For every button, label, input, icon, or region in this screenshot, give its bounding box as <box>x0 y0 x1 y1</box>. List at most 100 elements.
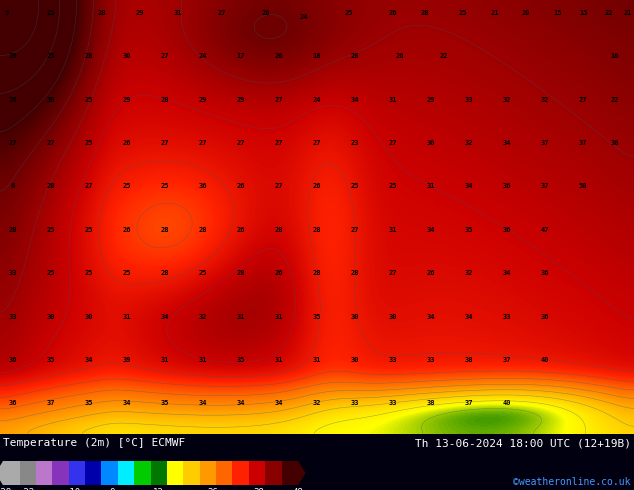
Text: 40: 40 <box>503 400 512 406</box>
Bar <box>52 461 68 486</box>
Text: 34: 34 <box>503 270 512 276</box>
Text: 25: 25 <box>122 183 131 190</box>
Bar <box>200 461 216 486</box>
Text: 27: 27 <box>217 10 226 16</box>
Polygon shape <box>298 461 306 486</box>
Text: 24: 24 <box>198 53 207 59</box>
Text: 36: 36 <box>8 357 17 363</box>
Text: 34: 34 <box>236 400 245 406</box>
Text: 36: 36 <box>503 227 512 233</box>
Text: 25: 25 <box>389 183 398 190</box>
Text: 47: 47 <box>541 227 550 233</box>
Bar <box>118 461 134 486</box>
Text: 30: 30 <box>84 314 93 319</box>
Text: 12: 12 <box>153 488 164 490</box>
Text: 27: 27 <box>8 140 17 146</box>
Text: 31: 31 <box>427 183 436 190</box>
Text: 18: 18 <box>313 53 321 59</box>
Text: ©weatheronline.co.uk: ©weatheronline.co.uk <box>514 477 631 487</box>
Bar <box>101 461 118 486</box>
Text: 37: 37 <box>503 357 512 363</box>
Text: 36: 36 <box>503 183 512 190</box>
Text: 30: 30 <box>122 53 131 59</box>
Text: 36: 36 <box>198 183 207 190</box>
Text: 31: 31 <box>122 314 131 319</box>
Text: 27: 27 <box>389 140 398 146</box>
Text: 32: 32 <box>198 314 207 319</box>
Text: 32: 32 <box>541 97 550 103</box>
Text: 27: 27 <box>351 227 359 233</box>
Text: 21: 21 <box>623 10 632 16</box>
Text: 35: 35 <box>236 357 245 363</box>
Text: 27: 27 <box>236 140 245 146</box>
Bar <box>167 461 183 486</box>
Text: 28: 28 <box>351 53 359 59</box>
Text: 35: 35 <box>84 400 93 406</box>
Text: 9: 9 <box>4 10 8 16</box>
Text: 35: 35 <box>465 227 474 233</box>
Text: 30: 30 <box>351 357 359 363</box>
Text: 58: 58 <box>579 183 588 190</box>
Text: 25: 25 <box>84 227 93 233</box>
Text: 26: 26 <box>8 97 17 103</box>
Bar <box>216 461 233 486</box>
Text: 33: 33 <box>8 270 17 276</box>
Text: 39: 39 <box>122 357 131 363</box>
Text: 25: 25 <box>46 227 55 233</box>
Text: 27: 27 <box>579 97 588 103</box>
Bar <box>183 461 200 486</box>
Text: 31: 31 <box>389 97 398 103</box>
Bar <box>85 461 101 486</box>
Text: 31: 31 <box>275 314 283 319</box>
Text: 33: 33 <box>8 314 17 319</box>
Text: 36: 36 <box>8 400 17 406</box>
Text: 25: 25 <box>351 183 359 190</box>
Text: 24: 24 <box>313 97 321 103</box>
Text: 20: 20 <box>522 10 531 16</box>
Text: 29: 29 <box>427 97 436 103</box>
Text: 33: 33 <box>427 357 436 363</box>
Text: 28: 28 <box>313 270 321 276</box>
Text: 26: 26 <box>427 270 436 276</box>
Text: 25: 25 <box>84 140 93 146</box>
Text: 25: 25 <box>46 53 55 59</box>
Text: 29: 29 <box>122 97 131 103</box>
Text: 26: 26 <box>313 183 321 190</box>
Bar <box>3 461 20 486</box>
Text: 28: 28 <box>198 227 207 233</box>
Text: -22: -22 <box>18 488 34 490</box>
Polygon shape <box>0 461 3 486</box>
Text: 37: 37 <box>46 400 55 406</box>
Text: 31: 31 <box>313 357 321 363</box>
Text: 28: 28 <box>97 10 106 16</box>
Text: 26: 26 <box>8 53 17 59</box>
Text: 26: 26 <box>395 53 404 59</box>
Text: 28: 28 <box>351 270 359 276</box>
Text: 27: 27 <box>84 183 93 190</box>
Text: 33: 33 <box>465 97 474 103</box>
Text: 28: 28 <box>313 227 321 233</box>
Text: 28: 28 <box>275 227 283 233</box>
Text: 27: 27 <box>275 140 283 146</box>
Text: 31: 31 <box>160 357 169 363</box>
Text: 38: 38 <box>611 140 619 146</box>
Text: 27: 27 <box>160 53 169 59</box>
Text: 25: 25 <box>84 270 93 276</box>
Bar <box>249 461 265 486</box>
Text: 27: 27 <box>275 97 283 103</box>
Text: 37: 37 <box>541 140 550 146</box>
Text: 28: 28 <box>160 270 169 276</box>
Text: 29: 29 <box>198 97 207 103</box>
Text: 37: 37 <box>579 140 588 146</box>
Text: 25: 25 <box>84 97 93 103</box>
Text: 48: 48 <box>293 488 303 490</box>
Text: 25: 25 <box>198 270 207 276</box>
Text: 28: 28 <box>160 97 169 103</box>
Text: 31: 31 <box>275 357 283 363</box>
Text: 28: 28 <box>46 183 55 190</box>
Text: 34: 34 <box>198 400 207 406</box>
Text: 40: 40 <box>541 357 550 363</box>
Text: 37: 37 <box>465 400 474 406</box>
Text: 29: 29 <box>135 10 144 16</box>
Text: 23: 23 <box>351 140 359 146</box>
